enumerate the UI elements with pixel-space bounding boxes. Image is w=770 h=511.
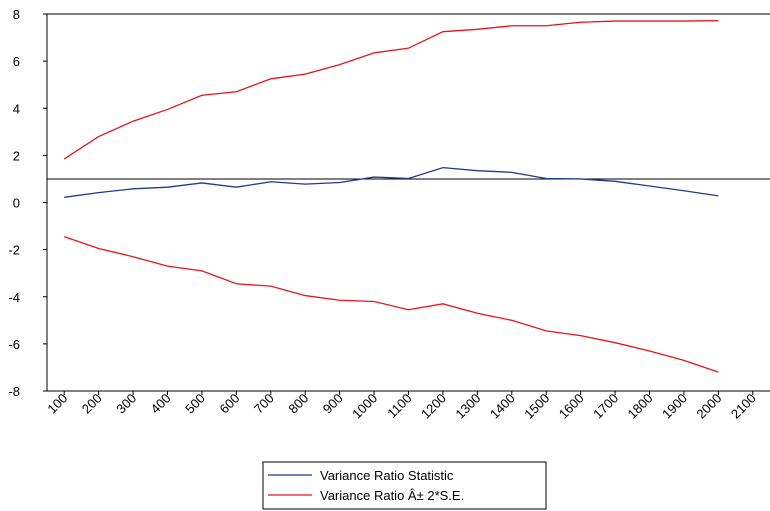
y-tick-label: -8: [8, 384, 20, 399]
x-tick-label: 1200: [418, 391, 449, 422]
x-tick-label: 400: [148, 391, 174, 417]
x-tick-label: 2100: [728, 391, 759, 422]
x-tick-label: 1600: [556, 391, 587, 422]
x-tick-label: 1500: [521, 391, 552, 422]
y-tick-label: 6: [13, 54, 20, 69]
x-tick-label: 300: [113, 391, 139, 417]
x-tick-label: 1900: [659, 391, 690, 422]
series-line: [63, 19, 719, 160]
x-tick-label: 1400: [487, 391, 518, 422]
y-tick-label: 4: [13, 101, 20, 116]
x-tick-label: 700: [251, 391, 277, 417]
x-tick-label: 1000: [349, 391, 380, 422]
x-tick-label: 2000: [693, 391, 724, 422]
series-line: [64, 166, 719, 198]
x-tick-label: 100: [44, 391, 70, 417]
series-line-lower: [64, 236, 719, 373]
x-tick-label: 600: [217, 391, 243, 417]
x-tick-label: 200: [79, 391, 105, 417]
y-tick-label: -4: [8, 290, 20, 305]
x-tick-label: 1800: [625, 391, 656, 422]
y-tick-label: 2: [13, 148, 20, 163]
x-tick-label: 1100: [384, 391, 414, 421]
y-tick-label: -6: [8, 337, 20, 352]
y-tick-label: 0: [13, 196, 20, 211]
x-tick-label: 500: [182, 391, 208, 417]
x-tick-label: 800: [285, 391, 311, 417]
y-tick-label: 8: [13, 7, 20, 22]
x-tick-label: 1300: [452, 391, 483, 422]
legend-box: [262, 461, 547, 510]
y-tick-label: -2: [8, 243, 20, 258]
x-tick-label: 1700: [590, 391, 621, 422]
legend-label: Variance Ratio Statistic: [320, 468, 454, 483]
x-tick-label: 900: [320, 391, 346, 417]
legend-label: Variance Ratio Â± 2*S.E.: [320, 488, 464, 503]
